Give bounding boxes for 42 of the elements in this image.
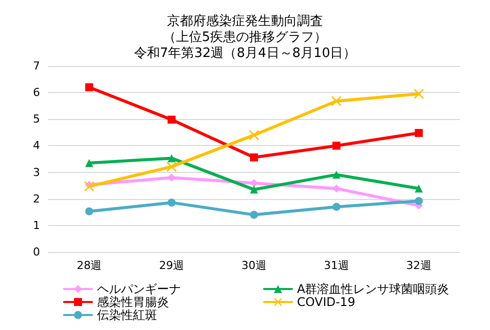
legend-label: A群溶血性レンサ球菌咽頭炎 — [297, 282, 450, 296]
point — [85, 83, 94, 92]
x-tick-label: 29週 — [159, 259, 184, 272]
chart-title: 京都府感染症発生動向調査 — [167, 13, 323, 29]
chart-subtitle: （上位5疾患の推移グラフ） — [162, 30, 328, 45]
point — [166, 162, 177, 172]
point — [414, 184, 423, 192]
x-tick-label: 30週 — [242, 259, 266, 272]
point — [250, 153, 258, 162]
point — [250, 179, 258, 188]
legend-label: ヘルパンギーナ — [97, 282, 181, 296]
point — [414, 128, 423, 137]
point — [168, 154, 176, 162]
x-tick-label: 31週 — [324, 259, 349, 272]
legend-label: 感染性胃腸炎 — [97, 295, 169, 309]
y-tick-label: 0 — [33, 246, 40, 258]
point — [168, 198, 176, 207]
point — [250, 186, 258, 194]
y-tick-label: 4 — [33, 139, 40, 152]
x-tick-label: 28週 — [76, 259, 102, 272]
y-tick-label: 2 — [33, 192, 40, 206]
y-tick-label: 1 — [33, 218, 40, 232]
point — [249, 130, 259, 140]
point — [85, 207, 94, 216]
y-tick-label: 3 — [33, 166, 40, 179]
legend-label: COVID-19 — [297, 295, 356, 309]
y-tick-label: 7 — [33, 60, 40, 72]
point — [331, 96, 342, 106]
point — [332, 202, 340, 211]
point — [250, 210, 258, 219]
point — [168, 116, 176, 124]
point — [332, 142, 340, 150]
point — [84, 181, 94, 192]
x-tick-label: 32週 — [406, 259, 432, 272]
point — [332, 170, 340, 179]
point — [414, 196, 423, 205]
y-tick-label: 6 — [33, 86, 40, 100]
point — [414, 88, 424, 99]
legend-label: 伝染性紅斑 — [97, 308, 157, 322]
text: 令和7年第32週（8月4日～8月10日） — [134, 46, 356, 61]
point — [85, 158, 94, 167]
y-tick-label: 5 — [33, 112, 40, 126]
